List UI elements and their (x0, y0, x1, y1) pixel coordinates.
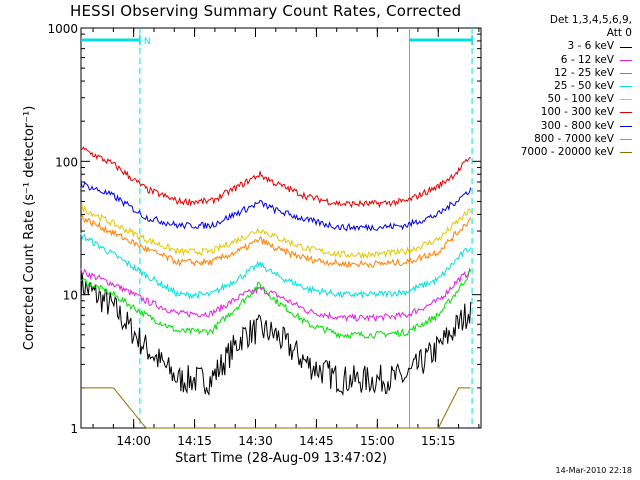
legend-entry: 100 - 300 keV (486, 106, 632, 119)
legend: Det 1,3,4,5,6,9, Att 0 3 - 6 keV 6 - 12 k… (486, 14, 632, 159)
legend-entry: 12 - 25 keV (486, 67, 632, 80)
legend-entry-label: 800 - 7000 keV (534, 132, 614, 145)
legend-entry: 25 - 50 keV (486, 80, 632, 93)
night-marker-label: N (144, 37, 151, 47)
series-line-800-7000-kev (80, 214, 472, 268)
legend-swatch (620, 152, 632, 153)
legend-entry: 3 - 6 keV (486, 40, 632, 53)
legend-swatch (620, 59, 632, 61)
legend-entry-label: 50 - 100 keV (547, 93, 614, 106)
x-tick-label: 15:15 (421, 434, 456, 448)
x-axis-label: Start Time (28-Aug-09 13:47:02) (175, 451, 387, 466)
legend-entries: 3 - 6 keV 6 - 12 keV 12 - 25 keV 25 - 50 ke… (486, 40, 632, 159)
legend-entry-label: 12 - 25 keV (554, 66, 614, 79)
y-axis-label: Corrected Count Rate (s⁻¹ detector⁻¹) (22, 106, 37, 351)
x-tick-label: 14:45 (299, 434, 334, 448)
legend-swatch (620, 112, 632, 114)
legend-swatch (620, 86, 632, 88)
legend-swatch (620, 125, 632, 127)
x-tick-label: 14:30 (238, 434, 273, 448)
legend-entry-label: 25 - 50 keV (554, 79, 614, 92)
series-line-100-300-kev (80, 146, 471, 209)
y-tick-label: 100 (55, 155, 78, 169)
legend-entry-label: 7000 - 20000 keV (520, 145, 614, 158)
series-line-6-12-kev (80, 267, 472, 322)
series-line-50-100-kev (80, 204, 472, 260)
legend-swatch (620, 46, 632, 48)
plot-frame (80, 27, 482, 429)
legend-entry: 7000 - 20000 keV (486, 146, 632, 159)
legend-header-line2: Att 0 (606, 27, 632, 40)
legend-entry-label: 100 - 300 keV (540, 106, 614, 119)
legend-entry: 6 - 12 keV (486, 54, 632, 67)
legend-entry: 800 - 7000 keV (486, 133, 632, 146)
y-tick-label: 1 (70, 422, 78, 436)
series-line-7000-20000-kev (81, 387, 471, 429)
legend-swatch (620, 72, 632, 74)
legend-entry-label: 6 - 12 keV (560, 53, 614, 66)
series-line-3-6-kev (80, 272, 472, 397)
y-tick-label: 1000 (47, 22, 78, 36)
chart-title: HESSI Observing Summary Count Rates, Cor… (70, 2, 462, 20)
footer-timestamp: 14-Mar-2010 22:18 (555, 466, 633, 475)
x-tick-label: 15:00 (360, 434, 395, 448)
legend-entry-label: 300 - 800 keV (540, 119, 614, 132)
legend-swatch (620, 99, 632, 101)
y-tick-label: 10 (63, 289, 78, 303)
legend-entry: 50 - 100 keV (486, 93, 632, 106)
x-tick-label: 14:15 (177, 434, 212, 448)
x-tick-label: 14:00 (116, 434, 151, 448)
legend-entry-label: 3 - 6 keV (567, 40, 614, 53)
legend-swatch (620, 138, 632, 140)
series-line-25-50-kev (80, 232, 472, 300)
legend-entry: 300 - 800 keV (486, 120, 632, 133)
series-line-12-25-kev (80, 269, 472, 340)
series-line-300-800-kev (80, 181, 472, 232)
legend-header-line1: Det 1,3,4,5,6,9, (549, 14, 632, 26)
